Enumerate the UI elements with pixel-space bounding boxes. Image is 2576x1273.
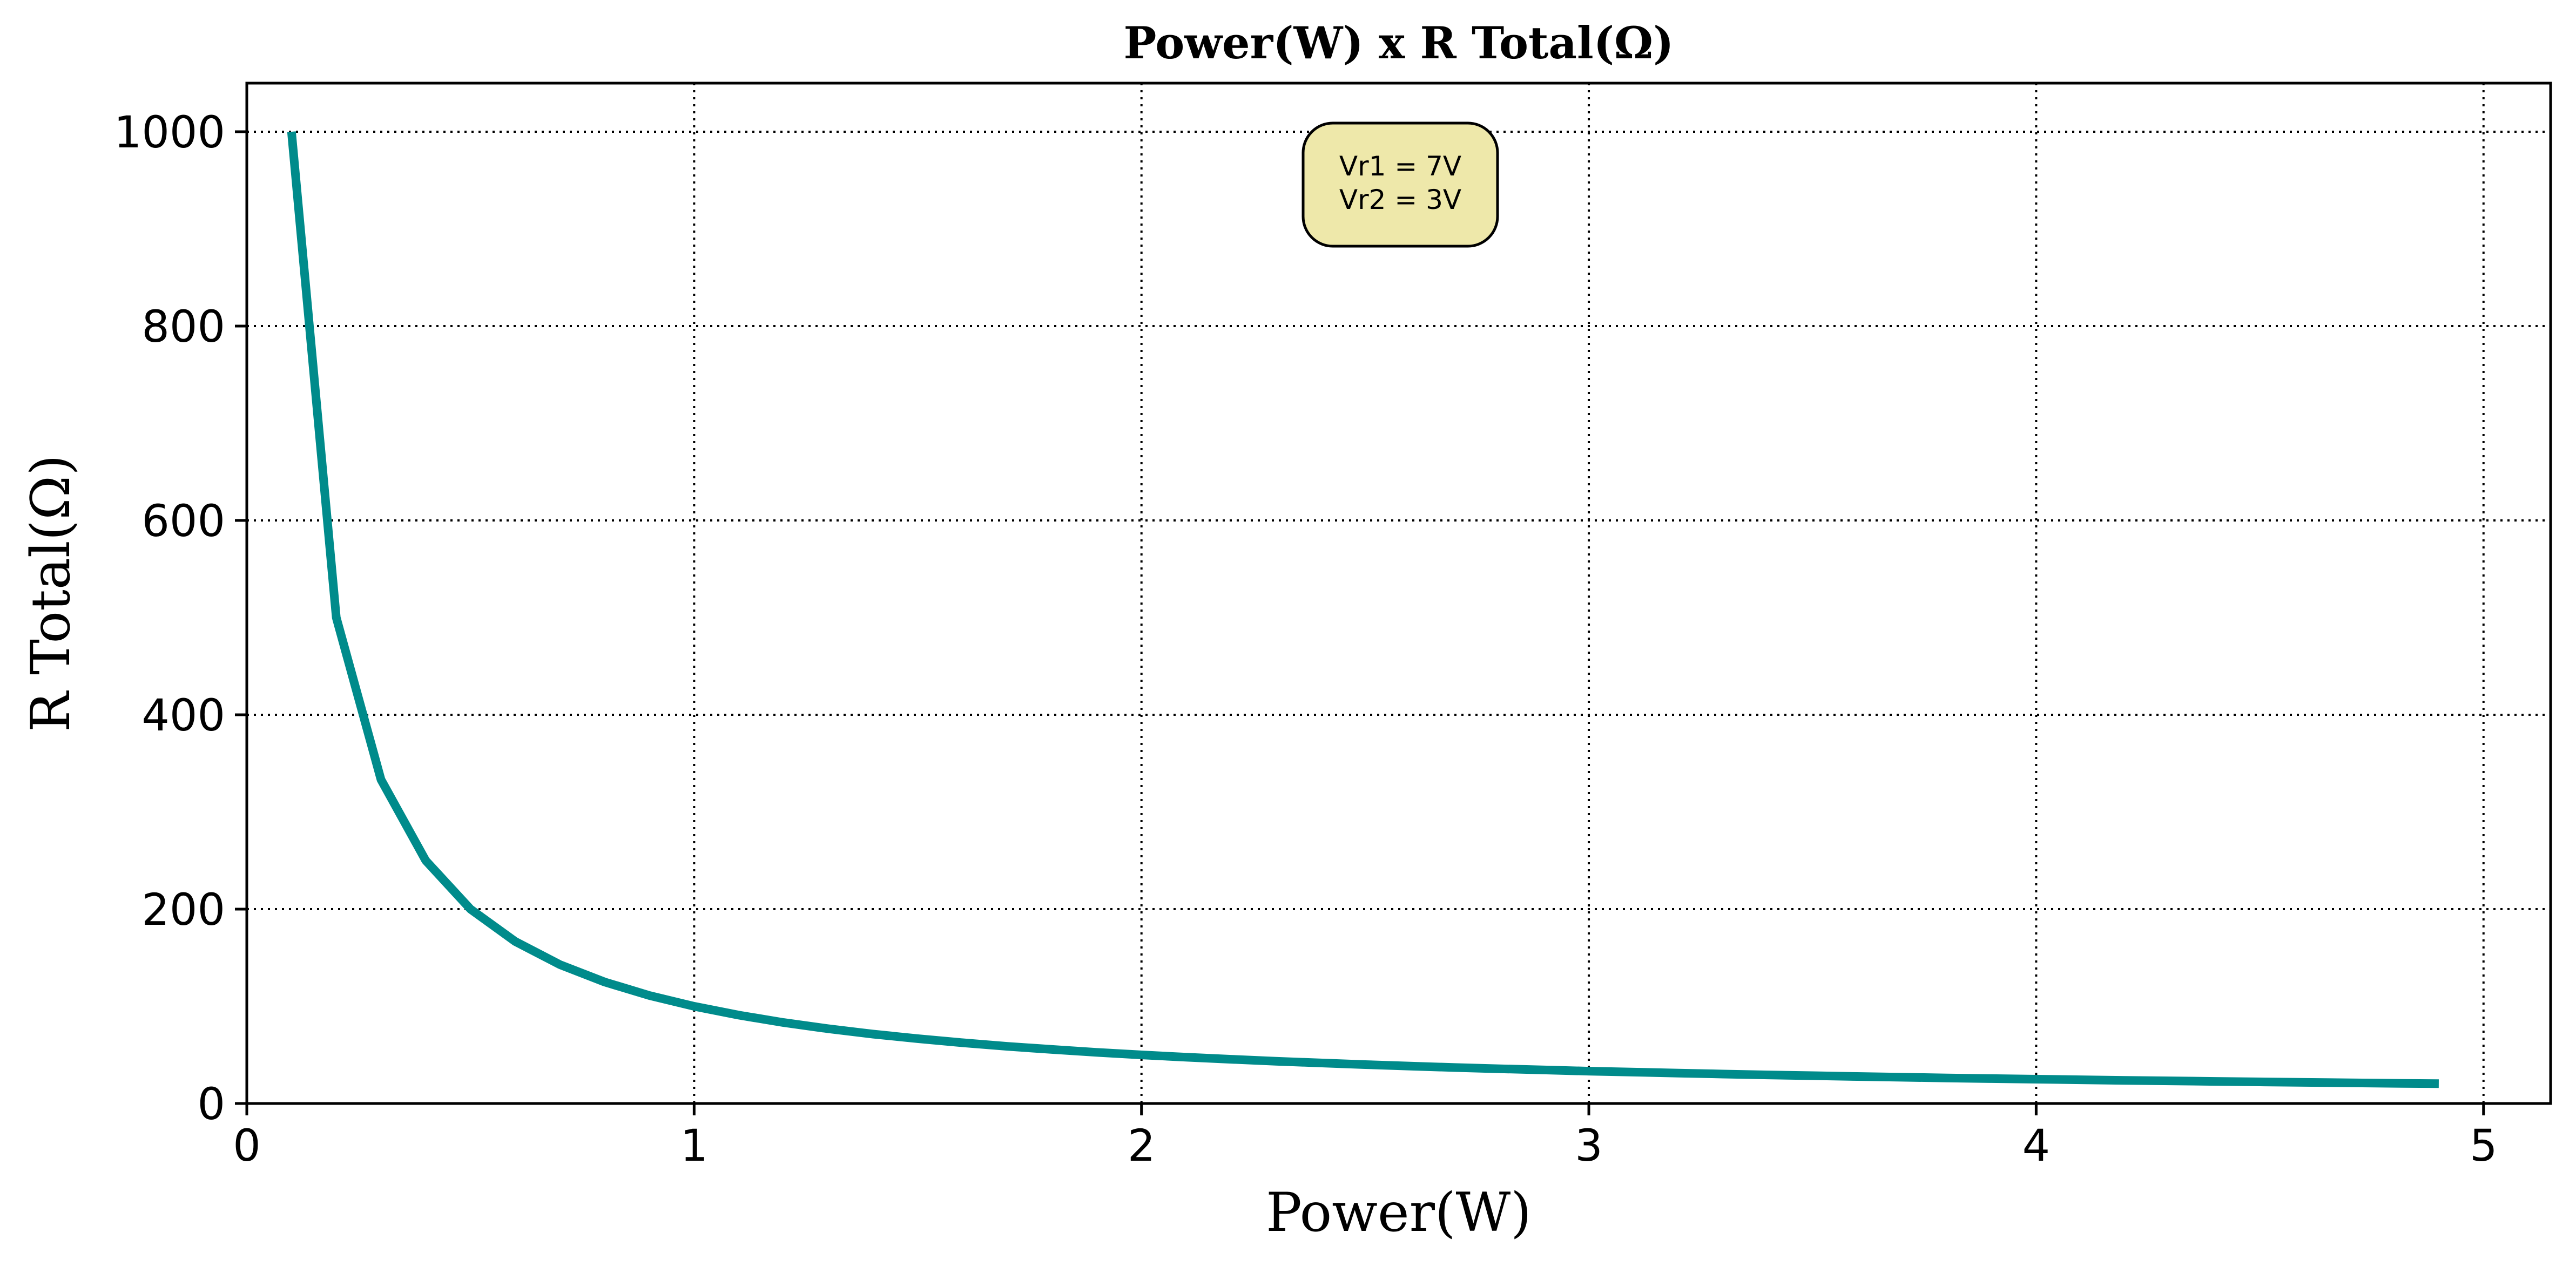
y-tick-label: 1000 (114, 107, 225, 158)
x-tick-label: 3 (1575, 1121, 1603, 1172)
x-tick-label: 5 (2470, 1121, 2498, 1172)
series-line (287, 131, 2439, 1088)
y-tick-label: 200 (141, 885, 225, 936)
x-tick-label: 4 (2022, 1121, 2051, 1172)
y-tick-label: 600 (141, 496, 225, 547)
ticks: 0 1 2 3 4 5 0 200 400 600 800 1000 (114, 107, 2498, 1172)
x-tick-label: 1 (680, 1121, 709, 1172)
x-tick-label: 2 (1128, 1121, 1156, 1172)
chart-title: Power(W) x R Total(Ω) (1124, 18, 1674, 69)
y-tick-label: 400 (141, 690, 225, 741)
annotation-background (1302, 121, 1499, 248)
plot-frame (245, 82, 2552, 1105)
y-tick-label: 800 (141, 302, 225, 353)
annotation-box: Vr1 = 7V Vr2 = 3V (1302, 121, 1499, 248)
y-tick-label: 0 (197, 1079, 225, 1130)
annotation-line-1: Vr1 = 7V (1339, 151, 1461, 182)
annotation-line-2: Vr2 = 3V (1339, 184, 1461, 215)
y-axis-label: R Total(Ω) (20, 455, 82, 732)
x-axis-label: Power(W) (1266, 1182, 1532, 1244)
x-tick-label: 0 (233, 1121, 261, 1172)
